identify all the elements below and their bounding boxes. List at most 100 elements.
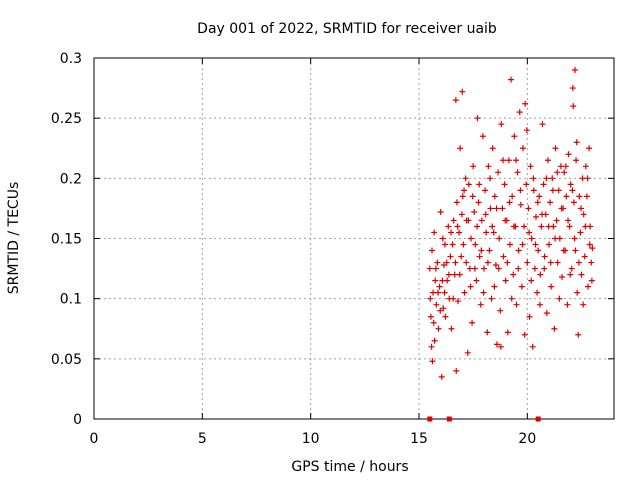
data-point bbox=[504, 259, 511, 266]
data-point bbox=[439, 277, 446, 284]
data-point bbox=[570, 199, 577, 206]
data-point bbox=[536, 301, 543, 308]
data-point bbox=[573, 157, 580, 164]
data-point bbox=[465, 217, 472, 224]
data-point bbox=[455, 298, 461, 305]
data-point bbox=[450, 295, 457, 302]
data-point bbox=[443, 259, 450, 266]
data-point bbox=[526, 229, 533, 236]
data-point bbox=[445, 223, 452, 230]
data-point bbox=[469, 193, 476, 200]
data-point bbox=[431, 337, 438, 344]
data-point bbox=[429, 358, 436, 365]
data-point bbox=[493, 205, 500, 212]
y-tick-label: 0.3 bbox=[60, 51, 82, 67]
data-point bbox=[436, 283, 443, 290]
data-point bbox=[427, 295, 434, 302]
data-point bbox=[502, 217, 509, 224]
data-point bbox=[432, 277, 439, 284]
data-point bbox=[461, 187, 468, 194]
data-point bbox=[494, 341, 500, 348]
data-point bbox=[537, 271, 544, 278]
data-point bbox=[469, 319, 476, 326]
data-point bbox=[569, 85, 576, 92]
x-tick-label: 5 bbox=[198, 431, 207, 447]
baseline-marker bbox=[446, 416, 452, 422]
data-point bbox=[471, 265, 478, 272]
data-point bbox=[464, 349, 471, 356]
data-point bbox=[489, 145, 496, 152]
data-point bbox=[554, 169, 561, 176]
data-point bbox=[538, 223, 545, 230]
data-point bbox=[531, 265, 538, 272]
data-point bbox=[473, 277, 480, 284]
data-point bbox=[498, 121, 505, 128]
data-point bbox=[560, 247, 567, 254]
x-tick-label: 10 bbox=[302, 431, 320, 447]
data-point bbox=[515, 247, 522, 254]
data-point bbox=[452, 259, 459, 266]
data-point bbox=[487, 175, 494, 182]
data-point bbox=[459, 193, 466, 200]
y-tick-label: 0.15 bbox=[51, 232, 82, 248]
data-point bbox=[543, 310, 550, 317]
data-point bbox=[523, 127, 530, 134]
data-point bbox=[575, 259, 582, 266]
data-point bbox=[437, 209, 444, 216]
data-point bbox=[547, 259, 554, 266]
data-point bbox=[518, 283, 525, 290]
data-point bbox=[568, 265, 575, 272]
data-point bbox=[497, 307, 504, 314]
data-point bbox=[468, 235, 474, 242]
data-point bbox=[500, 253, 507, 260]
data-point bbox=[448, 229, 455, 236]
x-tick-label: 15 bbox=[410, 431, 428, 447]
data-point bbox=[456, 271, 463, 278]
data-point bbox=[562, 163, 569, 170]
x-axis-label: GPS time / hours bbox=[291, 459, 408, 475]
data-point bbox=[567, 271, 574, 278]
data-point bbox=[454, 223, 461, 230]
y-tick-label: 0.1 bbox=[60, 292, 82, 308]
data-point bbox=[508, 295, 515, 302]
data-point bbox=[432, 265, 439, 272]
data-point bbox=[510, 271, 517, 278]
data-point bbox=[496, 235, 503, 242]
data-point bbox=[551, 325, 558, 332]
data-point bbox=[492, 261, 499, 268]
data-point bbox=[521, 223, 528, 230]
data-point bbox=[571, 235, 578, 242]
data-point bbox=[484, 329, 491, 336]
data-point bbox=[570, 103, 577, 110]
data-point bbox=[572, 247, 579, 254]
data-point bbox=[476, 181, 483, 188]
data-point bbox=[495, 169, 502, 176]
data-point bbox=[583, 193, 590, 200]
data-point bbox=[528, 277, 535, 284]
data-point bbox=[513, 301, 520, 308]
data-point bbox=[489, 223, 496, 230]
data-point bbox=[575, 331, 582, 338]
data-point bbox=[586, 145, 593, 152]
data-point bbox=[438, 373, 445, 380]
data-point bbox=[478, 217, 485, 224]
data-point bbox=[588, 259, 595, 266]
data-point bbox=[475, 199, 482, 206]
data-point bbox=[574, 289, 581, 296]
data-point bbox=[552, 145, 559, 152]
data-point bbox=[567, 181, 574, 188]
data-point bbox=[483, 229, 490, 236]
data-point bbox=[559, 274, 565, 281]
data-point bbox=[506, 199, 513, 206]
data-point bbox=[516, 109, 523, 116]
data-point bbox=[477, 301, 484, 308]
data-point bbox=[534, 199, 541, 206]
data-point bbox=[563, 193, 570, 200]
data-point bbox=[530, 187, 537, 194]
data-point bbox=[521, 331, 528, 338]
data-point bbox=[448, 325, 455, 332]
data-point bbox=[566, 223, 573, 230]
chart-title: Day 001 of 2022, SRMTID for receiver uai… bbox=[197, 21, 497, 37]
data-point bbox=[472, 241, 479, 248]
data-point bbox=[495, 265, 502, 272]
